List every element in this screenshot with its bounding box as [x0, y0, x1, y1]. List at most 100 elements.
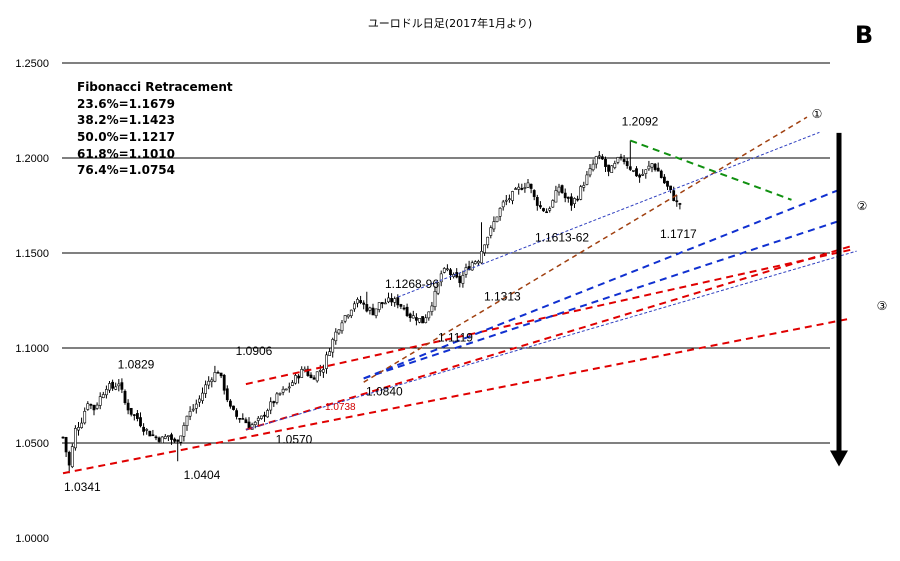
candle-body: [554, 190, 558, 203]
y-tick-label: 1.1500: [15, 248, 49, 260]
candle-body: [188, 411, 192, 417]
candle-body: [64, 437, 68, 453]
price-label: 1.0829: [118, 357, 155, 371]
candle-body: [126, 402, 130, 411]
candle-body: [349, 309, 353, 317]
candle-body: [176, 439, 180, 442]
candle-body: [467, 266, 471, 271]
candle-body: [151, 434, 155, 437]
candle-body: [108, 383, 111, 391]
candle-body: [408, 313, 412, 318]
y-tick-label: 1.2500: [15, 58, 49, 70]
trend-line: [62, 317, 851, 475]
candle-body: [551, 200, 555, 208]
candle-body: [213, 372, 217, 382]
candle-body: [368, 307, 372, 311]
candle-body: [325, 354, 328, 369]
candle-body: [377, 302, 381, 310]
candle-body: [163, 436, 167, 439]
candle-body: [650, 163, 654, 168]
candle-body: [290, 382, 294, 386]
candle-body: [256, 417, 260, 421]
candle-body: [402, 307, 406, 310]
candle-body: [436, 282, 440, 294]
trend-line: [363, 189, 839, 380]
candle-body: [120, 382, 124, 390]
candle-body: [331, 339, 335, 353]
candle-body: [656, 167, 660, 172]
candle-body: [145, 429, 149, 431]
candle-body: [321, 369, 325, 373]
candle-body: [241, 418, 245, 420]
candle-body: [194, 403, 198, 409]
candle-body: [473, 261, 477, 264]
y-tick-label: 1.1000: [15, 343, 49, 355]
candle-body: [622, 159, 626, 162]
trend-line: [363, 116, 808, 383]
y-tick-label: 1.0000: [15, 533, 49, 545]
line-marker: ②: [857, 199, 868, 213]
candle-body: [548, 208, 552, 211]
candle-body: [613, 163, 617, 168]
candle-body: [387, 297, 390, 303]
candle-body: [641, 174, 645, 176]
candle-body: [374, 308, 378, 317]
candle-body: [67, 452, 71, 466]
candle-body: [173, 438, 177, 442]
candle-body: [269, 401, 273, 411]
candle-body: [418, 318, 421, 323]
candle-body: [600, 156, 604, 160]
candle-body: [114, 386, 118, 390]
candle-body: [628, 166, 632, 170]
candle-body: [266, 410, 270, 418]
candle-body: [511, 191, 514, 201]
candle-body: [399, 304, 403, 307]
candle-body: [504, 199, 508, 202]
candle-body: [452, 273, 456, 277]
candle-body: [210, 379, 214, 383]
candle-body: [343, 315, 347, 322]
candle-body: [569, 196, 573, 206]
candle-body: [498, 207, 502, 217]
candle-body: [594, 156, 598, 165]
candle-body: [421, 316, 425, 324]
candle-body: [635, 168, 638, 177]
candle-body: [579, 186, 583, 200]
candle-body: [160, 436, 164, 444]
fib-level: 76.4%=1.0754: [77, 163, 175, 177]
candle-body: [591, 163, 595, 171]
candle-body: [346, 314, 350, 318]
candle-body: [204, 384, 208, 394]
candle-body: [514, 188, 518, 190]
candle-body: [281, 388, 285, 393]
candle-body: [585, 174, 589, 185]
candle-body: [638, 174, 642, 178]
trend-line: [245, 248, 854, 386]
candle-body: [70, 446, 74, 468]
candle-body: [424, 317, 428, 324]
candle-body: [309, 374, 313, 379]
line-marker: ③: [877, 299, 888, 313]
candle-body: [604, 159, 607, 167]
candle-body: [566, 196, 570, 199]
candle-body: [352, 303, 356, 310]
candle-body: [532, 190, 536, 197]
candle-body: [294, 375, 297, 384]
candle-body: [480, 251, 483, 264]
candle-body: [284, 388, 288, 391]
trend-line: [629, 139, 792, 201]
candle-body: [198, 398, 201, 403]
candle-body: [588, 168, 592, 176]
candle-body: [644, 169, 648, 174]
candle-body: [390, 298, 394, 303]
candle-body: [232, 405, 235, 410]
candle-body: [238, 418, 242, 420]
candle-body: [470, 262, 474, 271]
candle-body: [659, 170, 663, 178]
candle-body: [607, 164, 611, 172]
candle-body: [647, 165, 651, 170]
candle-body: [225, 388, 229, 401]
down-arrow-head: [830, 450, 848, 467]
price-label: 1.0404: [184, 468, 221, 482]
trend-line: [397, 131, 820, 298]
